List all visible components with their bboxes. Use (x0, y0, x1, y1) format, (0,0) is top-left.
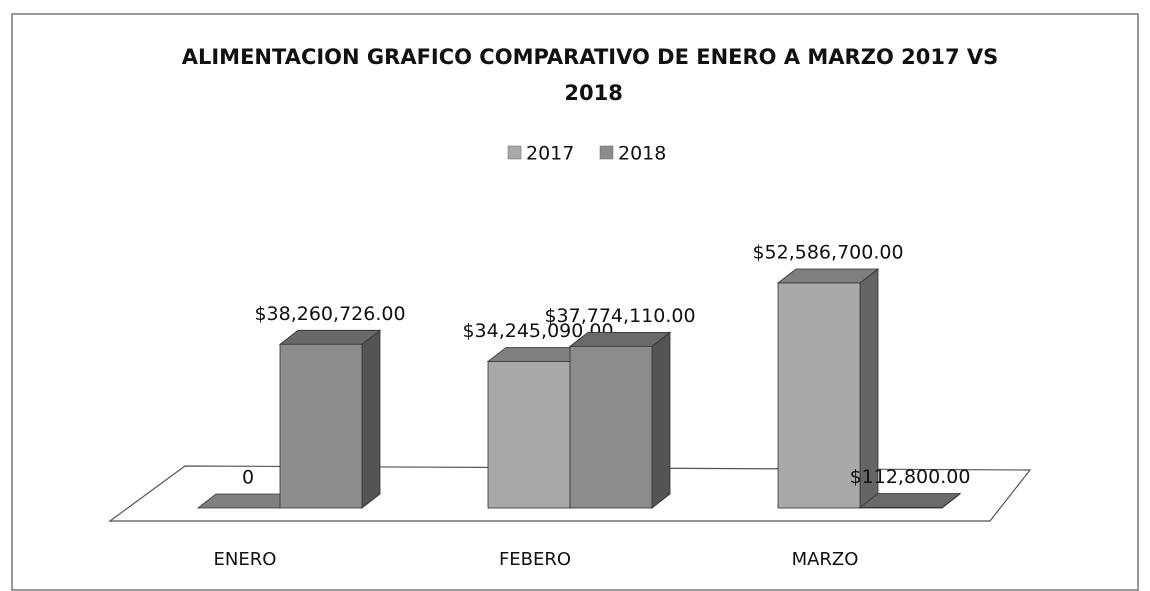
bar (278, 329, 382, 509)
data-label: $34,245,090.00 (462, 320, 613, 342)
legend-swatch (599, 145, 614, 160)
bar (568, 331, 672, 509)
bar (776, 268, 880, 509)
x-tick-label: MARZO (792, 549, 859, 570)
data-label: $112,800.00 (850, 466, 971, 488)
data-label: 0 (242, 467, 254, 489)
data-label: $38,260,726.00 (254, 303, 405, 325)
bar-front (279, 343, 363, 509)
bar-side (651, 331, 671, 509)
legend-label: 2017 (526, 143, 574, 165)
x-tick-label: ENERO (214, 549, 277, 570)
bar-top (776, 268, 880, 284)
bar-front (777, 282, 861, 509)
bar-front (569, 345, 653, 509)
data-label: $37,774,110.00 (544, 305, 695, 327)
bar-top (568, 331, 672, 347)
legend-label: 2018 (618, 143, 666, 165)
bar-front (487, 361, 571, 509)
chart-title: ALIMENTACION GRAFICO COMPARATIVO DE ENER… (182, 45, 999, 105)
data-label: $52,586,700.00 (752, 242, 903, 264)
bar (858, 492, 962, 509)
bar-side (361, 329, 381, 509)
x-tick-label: FEBERO (499, 549, 571, 570)
legend-swatch (507, 145, 522, 160)
bar-top (278, 329, 382, 345)
bar-top (858, 493, 962, 508)
